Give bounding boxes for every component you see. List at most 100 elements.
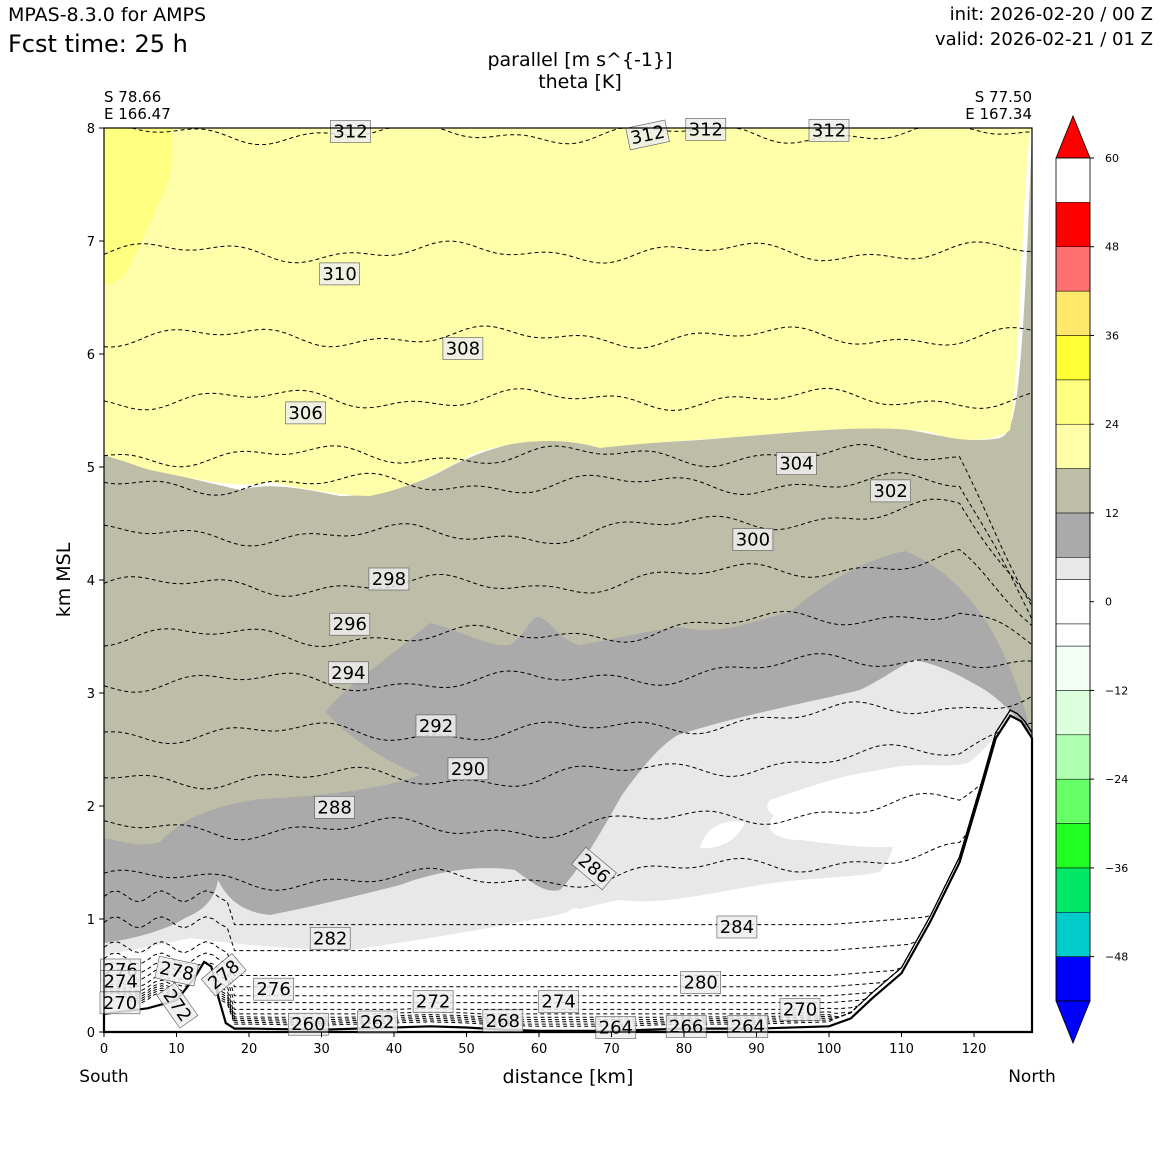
theta-label-text: 304 [779, 454, 813, 475]
colorbar-tick-label: 36 [1105, 329, 1119, 342]
fill-band-24-30 [104, 128, 173, 286]
x-tick-label: 60 [531, 1042, 548, 1057]
theta-label-text: 270 [103, 993, 137, 1014]
colorbar-segment [1055, 290, 1091, 336]
theta-label-text: 290 [451, 759, 485, 780]
theta-label-23: 276 [253, 977, 294, 1001]
theta-label-box [288, 1012, 329, 1036]
x-axis-ticks: 0 10 20 30 40 50 60 70 80 90 100 110 120 [100, 1032, 987, 1057]
colorbar: 60 48 36 24 12 0 −12 −24 −36 −48 [1055, 114, 1128, 1045]
theta-contour-304 [104, 444, 1032, 607]
colorbar-tick-label: −36 [1105, 862, 1128, 875]
theta-label-11: 296 [329, 612, 371, 636]
colorbar-segment [1055, 423, 1091, 469]
theta-label-12: 294 [327, 661, 369, 685]
y-tick-label: 0 [87, 1026, 95, 1041]
theta-label-box [356, 1010, 398, 1034]
x-tick-label: 70 [603, 1042, 620, 1057]
theta-label-28: 270 [99, 991, 141, 1015]
colorbar-segment [1055, 379, 1091, 425]
theta-contour-282 [104, 709, 1032, 952]
theta-label-5: 308 [442, 337, 484, 360]
theta-label-box [368, 567, 410, 591]
theta-label-box [99, 991, 141, 1015]
colorbar-segment [1055, 867, 1091, 913]
colorbar-segment [1055, 645, 1091, 691]
theta-label-box [732, 528, 774, 551]
theta-label-box [200, 953, 247, 997]
theta-label-29: 270 [779, 998, 821, 1021]
y-tick-label: 8 [87, 122, 95, 137]
colorbar-tick-label: 12 [1105, 507, 1119, 520]
theta-contour-294 [104, 653, 1032, 693]
theta-label-text: 268 [486, 1011, 520, 1032]
theta-label-text: 296 [333, 614, 367, 635]
theta-label-text: 280 [684, 972, 718, 993]
theta-label-text: 312 [812, 120, 846, 141]
theta-label-box [779, 998, 821, 1021]
y-tick-label: 7 [87, 235, 95, 250]
theta-label-24: 274 [100, 969, 141, 993]
theta-label-25: 274 [538, 990, 579, 1013]
colorbar-tick-label: 60 [1105, 152, 1119, 165]
x-tick-label: 20 [241, 1042, 258, 1057]
theta-label-text: 308 [446, 339, 480, 360]
left-endpoint-lon: E 166.47 [104, 105, 171, 123]
forecast-time: Fcst time: 25 h [8, 30, 188, 58]
theta-label-14: 290 [447, 757, 489, 781]
colorbar-segment [1055, 623, 1091, 647]
theta-label-text: 284 [720, 917, 754, 938]
x-tick-label: 120 [962, 1042, 987, 1057]
theta-label-text: 298 [372, 569, 406, 590]
theta-label-10: 298 [368, 567, 410, 591]
theta-contour-280 [104, 709, 1032, 976]
x-tick-label: 40 [386, 1042, 403, 1057]
wind-filled-contours [104, 128, 1032, 1032]
x-tick-label: 10 [168, 1042, 185, 1057]
terrain-surface [102, 714, 1034, 1034]
y-tick-label: 2 [87, 800, 95, 815]
colorbar-frame [1055, 157, 1091, 1002]
theta-label-text: 270 [783, 1000, 817, 1021]
init-time: init: 2026-02-20 / 00 Z [949, 4, 1153, 25]
theta-contour-300 [104, 498, 1032, 603]
theta-label-18: 282 [309, 926, 351, 950]
theta-label-31: 266 [665, 1015, 707, 1038]
colorbar-segment [1055, 246, 1091, 292]
theta-label-text: 264 [599, 1018, 633, 1039]
left-endpoint-lat: S 78.66 [104, 88, 162, 106]
colorbar-tick-label: 48 [1105, 241, 1119, 254]
theta-label-34: 262 [356, 1010, 398, 1034]
theta-contour-284 [104, 709, 1032, 926]
theta-label-7: 304 [776, 452, 817, 476]
theta-contour-lines [104, 128, 1032, 1027]
x-tick-label: 0 [100, 1042, 108, 1057]
colorbar-segment [1055, 912, 1091, 957]
fill-band-0-6-patch [700, 821, 745, 849]
colorbar-segment [1055, 956, 1091, 1002]
theta-label-box [447, 757, 489, 781]
y-tick-label: 6 [87, 348, 95, 363]
theta-contour-276 [104, 709, 1032, 997]
theta-label-box [870, 479, 911, 503]
colorbar-segment [1055, 778, 1091, 824]
theta-label-text: 282 [313, 928, 347, 949]
model-name: MPAS-8.3.0 for AMPS [8, 4, 207, 26]
y-tick-label: 5 [87, 461, 95, 476]
theta-label-4: 310 [319, 262, 360, 286]
chart-title-wind: parallel [m s^{-1}] [487, 49, 673, 71]
chart-title-theta: theta [K] [538, 71, 622, 93]
y-tick-label: 4 [87, 574, 95, 589]
fill-band-0-6-ridge [769, 780, 907, 848]
colorbar-tick-label: −24 [1105, 773, 1128, 786]
x-tick-label: 80 [676, 1042, 693, 1057]
theta-contour-290 [104, 722, 1032, 790]
theta-label-box [330, 120, 371, 143]
theta-label-text: 312 [333, 122, 367, 143]
theta-contour-288 [104, 735, 1032, 841]
theta-label-19: 280 [680, 971, 722, 994]
fill-band-24-30-upper [104, 128, 1032, 496]
y-axis-label: km MSL [53, 542, 75, 617]
theta-label-text: 312 [689, 119, 723, 140]
theta-label-box [319, 262, 360, 286]
